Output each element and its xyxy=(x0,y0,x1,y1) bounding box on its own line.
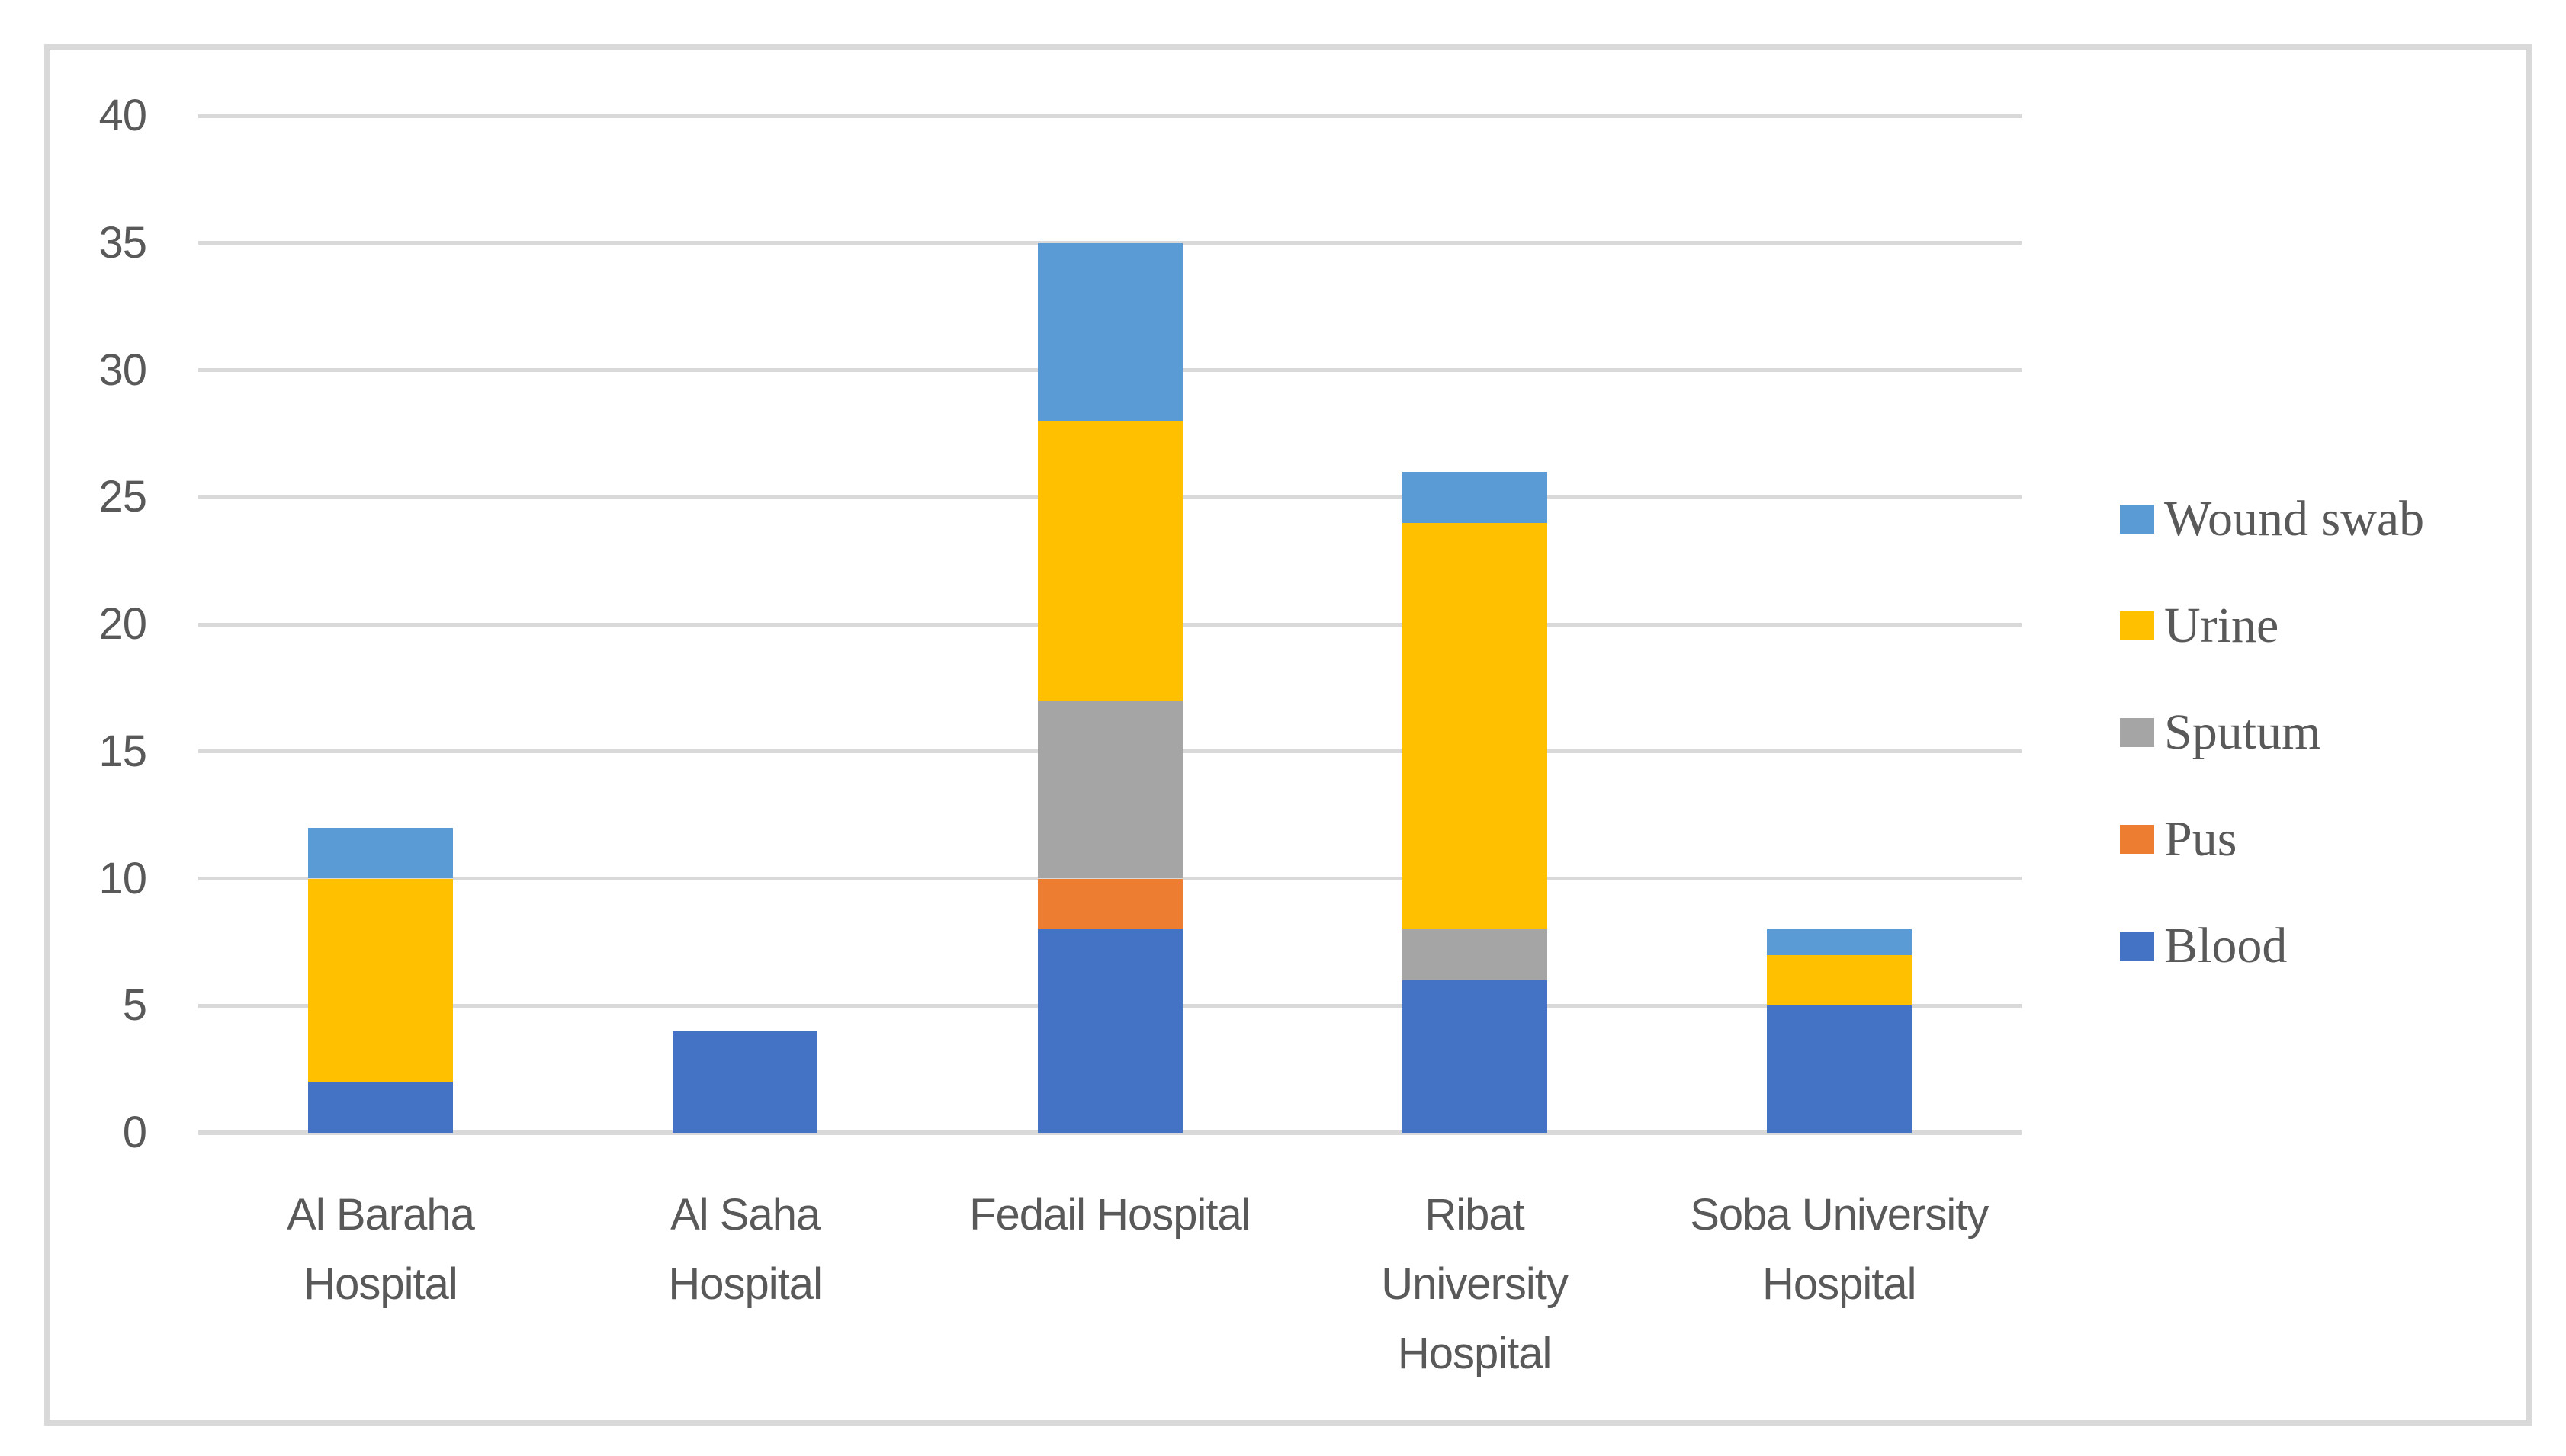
y-tick-label-0: 0 xyxy=(122,1108,147,1157)
x-axis-line xyxy=(198,1130,2022,1135)
legend-swatch-urine xyxy=(2120,611,2154,640)
legend-swatch-pus xyxy=(2120,825,2154,854)
legend-label-urine: Urine xyxy=(2164,598,2279,653)
legend-label-wound-swab: Wound swab xyxy=(2164,491,2425,547)
category-label-al-baraha-hospital: Al Baraha Hospital xyxy=(287,1190,475,1309)
category-label-ribat-university-hospital: Ribat University Hospital xyxy=(1381,1190,1569,1378)
bar-segment-urine xyxy=(1037,421,1183,701)
bar-segment-pus xyxy=(1037,878,1183,930)
legend-item-sputum: Sputum xyxy=(2120,679,2320,786)
legend-swatch-wound-swab xyxy=(2120,505,2154,534)
bar-segment-urine xyxy=(1402,522,1547,930)
gridline-y-40 xyxy=(198,114,2022,118)
bar-segment-blood xyxy=(673,1031,818,1133)
legend-item-urine: Urine xyxy=(2120,572,2279,679)
legend-label-blood: Blood xyxy=(2164,918,2288,973)
legend-label-pus: Pus xyxy=(2164,811,2237,867)
bar-segment-wound-swab xyxy=(1766,929,1912,955)
category-label-soba-university-hospital: Soba University Hospital xyxy=(1690,1190,1989,1309)
bar-segment-sputum xyxy=(1037,701,1183,879)
bar-segment-blood xyxy=(1402,980,1547,1133)
chart-frame xyxy=(44,44,2532,1426)
legend-swatch-sputum xyxy=(2120,718,2154,747)
bar-segment-wound-swab xyxy=(1402,471,1547,523)
bar-segment-blood xyxy=(1766,1005,1912,1133)
bar-segment-urine xyxy=(1766,954,1912,1006)
legend-swatch-blood xyxy=(2120,932,2154,961)
y-tick-label-10: 10 xyxy=(98,853,147,903)
bar-segment-wound-swab xyxy=(1037,242,1183,422)
bar-segment-urine xyxy=(308,878,454,1082)
bar-segment-blood xyxy=(308,1082,454,1133)
legend-label-sputum: Sputum xyxy=(2164,704,2321,760)
y-tick-label-20: 20 xyxy=(98,599,147,649)
category-label-fedail-hospital: Fedail Hospital xyxy=(969,1190,1251,1240)
y-tick-label-40: 40 xyxy=(98,91,147,140)
y-tick-label-25: 25 xyxy=(98,472,147,522)
y-tick-label-35: 35 xyxy=(98,217,147,268)
category-label-al-saha-hospital: Al Saha Hospital xyxy=(668,1190,823,1309)
bar-segment-wound-swab xyxy=(308,827,454,879)
legend-item-blood: Blood xyxy=(2120,893,2287,999)
legend-item-wound-swab: Wound swab xyxy=(2120,466,2424,572)
y-tick-label-5: 5 xyxy=(122,980,147,1031)
y-tick-label-15: 15 xyxy=(98,726,147,776)
bar-segment-blood xyxy=(1037,929,1183,1133)
legend-item-pus: Pus xyxy=(2120,786,2237,893)
bar-segment-sputum xyxy=(1402,929,1547,980)
y-tick-label-30: 30 xyxy=(98,345,147,395)
